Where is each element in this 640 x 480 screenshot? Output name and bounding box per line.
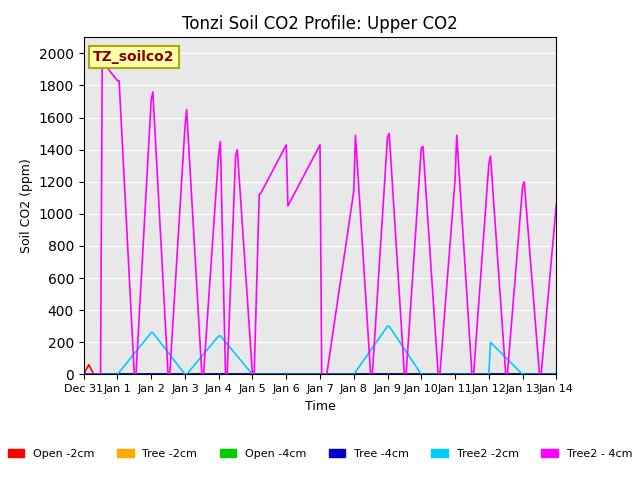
X-axis label: Time: Time xyxy=(305,400,335,413)
Text: TZ_soilco2: TZ_soilco2 xyxy=(93,50,175,64)
Legend: Open -2cm, Tree -2cm, Open -4cm, Tree -4cm, Tree2 -2cm, Tree2 - 4cm: Open -2cm, Tree -2cm, Open -4cm, Tree -4… xyxy=(3,444,637,463)
Title: Tonzi Soil CO2 Profile: Upper CO2: Tonzi Soil CO2 Profile: Upper CO2 xyxy=(182,15,458,33)
Y-axis label: Soil CO2 (ppm): Soil CO2 (ppm) xyxy=(20,158,33,253)
